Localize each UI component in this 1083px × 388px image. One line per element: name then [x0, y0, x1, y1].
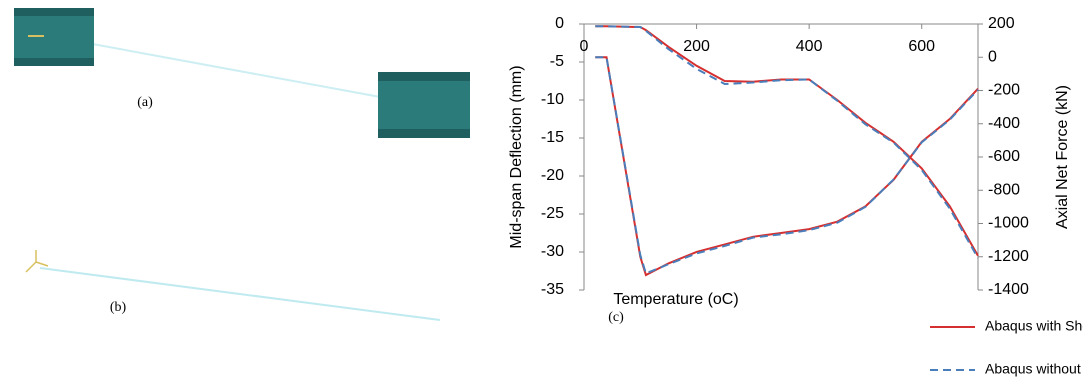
y-axis-label: Mid-span Deflection (mm) [508, 65, 525, 248]
x-tick-label: 0 [580, 38, 589, 55]
legend-label: Abaqus with Shell Element [985, 318, 1083, 334]
y2-tick-label: 0 [988, 48, 997, 65]
panel-label: (b) [110, 300, 127, 315]
y-tick-label: -15 [541, 129, 564, 146]
y-tick-label: 0 [555, 15, 564, 32]
figure: (a) (b) (c) Temperature (oC) Mid-span De… [0, 0, 1083, 383]
y2-tick-label: -600 [988, 148, 1020, 165]
y2-tick-label: 200 [988, 15, 1015, 32]
y-tick-label: -30 [541, 243, 564, 260]
legend-label: Abaqus without Shell Element [985, 361, 1083, 377]
y2-tick-label: -400 [988, 115, 1020, 132]
y2-tick-label: -1200 [988, 248, 1029, 265]
x-axis-label: Temperature (oC) [613, 291, 738, 308]
x-tick-label: 400 [796, 38, 823, 55]
panel-label: (c) [608, 310, 624, 325]
series-line [595, 26, 978, 256]
y-tick-label: -25 [541, 205, 564, 222]
y2-tick-label: -1400 [988, 281, 1029, 298]
fe-model-b [26, 250, 440, 320]
y-tick-label: -5 [550, 53, 564, 70]
y2-axis-label: Axial Net Force (kN) [1054, 85, 1071, 229]
y2-tick-label: -800 [988, 181, 1020, 198]
y-tick-label: -20 [541, 167, 564, 184]
y2-tick-label: -1000 [988, 215, 1029, 232]
panel-label: (a) [137, 95, 153, 110]
series-line [595, 57, 978, 273]
fe-model-a [14, 8, 470, 138]
x-tick-label: 200 [683, 38, 710, 55]
x-tick-label: 600 [908, 38, 935, 55]
y2-tick-label: -200 [988, 82, 1020, 99]
y-tick-label: -10 [541, 91, 564, 108]
y-tick-label: -35 [541, 281, 564, 298]
page: {"panel_labels": ["(a)", "(b)", "(c)"], … [0, 0, 1083, 383]
